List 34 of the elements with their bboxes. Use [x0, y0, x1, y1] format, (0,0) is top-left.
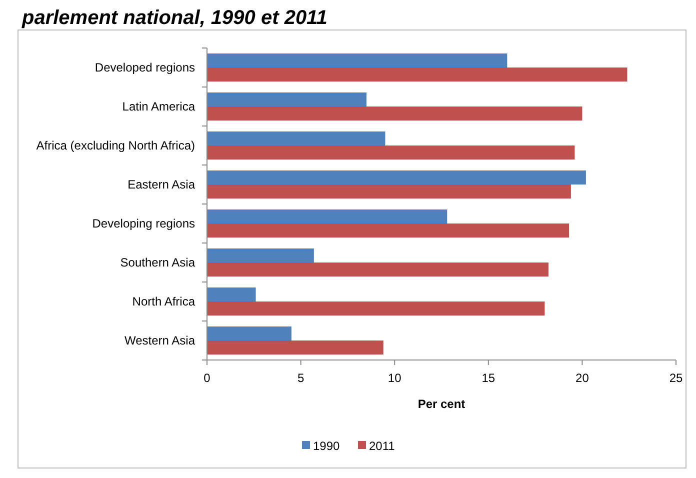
bar	[207, 53, 508, 68]
y-tick-label: Latin America	[122, 100, 196, 114]
x-tick-label: 20	[576, 371, 590, 385]
x-tick-label: 0	[204, 371, 211, 385]
x-axis-title: Per cent	[418, 397, 466, 411]
bar	[207, 106, 582, 121]
legend-label: 2011	[369, 439, 396, 453]
bar	[207, 340, 384, 355]
bar	[207, 146, 575, 160]
bar	[207, 170, 586, 184]
bar	[207, 131, 386, 146]
x-tick-label: 15	[482, 371, 496, 385]
y-tick-label: Developing regions	[92, 216, 195, 231]
bar	[207, 224, 570, 238]
y-tick-label: North Africa	[132, 294, 196, 309]
y-tick-label: Africa (excluding North Africa)	[36, 138, 195, 153]
x-tick-label: 5	[297, 371, 304, 385]
bar	[207, 262, 548, 277]
x-tick-label: 25	[669, 371, 683, 385]
y-tick-label: Western Asia	[124, 334, 196, 348]
bar	[207, 287, 256, 302]
legend-label: 1990	[313, 439, 340, 453]
bar	[207, 184, 571, 199]
bar	[207, 326, 292, 340]
x-tick-label: 10	[388, 371, 402, 385]
y-tick-label: Developed regions	[94, 60, 195, 75]
bar	[207, 302, 545, 316]
chart-title: parlement national, 1990 et 2011	[21, 7, 328, 29]
bar	[207, 248, 314, 262]
y-tick-label: Eastern Asia	[128, 178, 196, 192]
bar	[207, 68, 628, 82]
bar	[207, 209, 448, 224]
bar	[207, 92, 366, 106]
y-tick-label: Southern Asia	[120, 256, 196, 270]
